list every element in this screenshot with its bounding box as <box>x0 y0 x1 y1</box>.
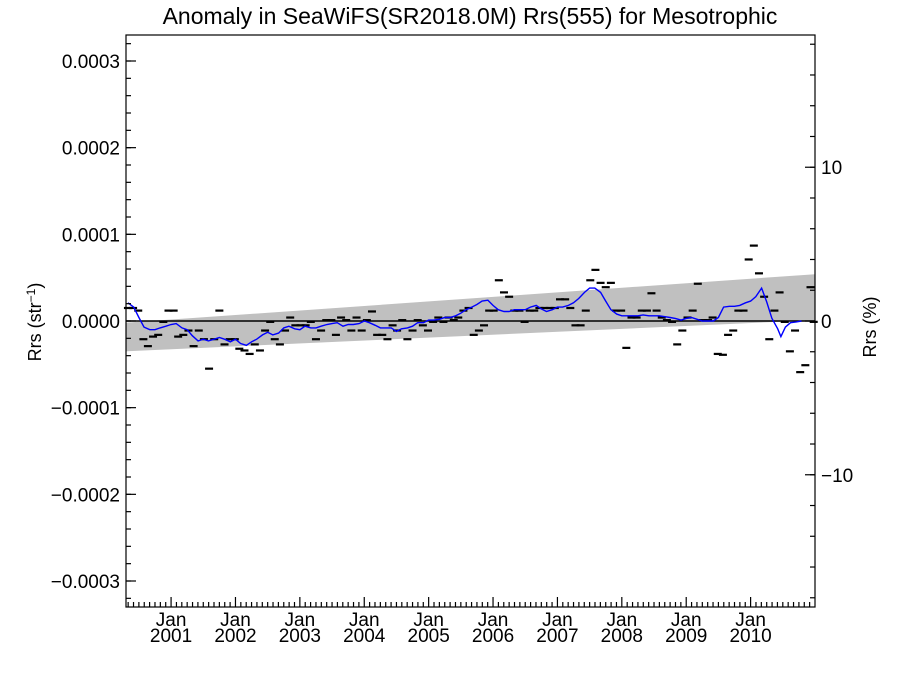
right-y-tick-label: 0 <box>821 312 832 333</box>
left-y-tick-label: 0.0001 <box>62 225 120 246</box>
right-y-tick-label: −10 <box>821 466 853 487</box>
x-tick-month-label: Jan <box>542 610 573 631</box>
x-tick-year-label: 2009 <box>665 626 707 647</box>
x-tick-year-label: 2008 <box>601 626 643 647</box>
x-tick-month-label: Jan <box>413 610 444 631</box>
plot-area <box>123 244 818 374</box>
confidence-band <box>126 274 815 352</box>
left-y-tick-label: −0.0002 <box>51 485 120 506</box>
x-tick-year-label: 2010 <box>729 626 771 647</box>
right-y-tick-label: 10 <box>821 158 842 179</box>
x-tick-year-label: 2007 <box>536 626 578 647</box>
left-y-axis: 0.0003 0.0002 0.0001 0.0000 −0.0001 −0.0002 −0… <box>51 43 136 599</box>
x-tick-month-label: Jan <box>285 610 316 631</box>
x-tick-year-label: 2006 <box>472 626 514 647</box>
right-y-axis-label: Rrs (%) <box>860 297 880 358</box>
left-y-tick-label: −0.0003 <box>51 572 120 593</box>
x-tick-year-label: 2005 <box>408 626 450 647</box>
x-tick-month-label: Jan <box>478 610 509 631</box>
x-tick-month-label: Jan <box>735 610 766 631</box>
x-tick-year-label: 2002 <box>214 626 256 647</box>
x-tick-month-label: Jan <box>349 610 380 631</box>
right-y-axis: 10 0 −10 <box>805 43 853 599</box>
monthly-anomaly-markers <box>123 244 818 374</box>
left-y-axis-label: Rrs (str−1) <box>24 283 45 362</box>
smoothed-anomaly-line <box>127 286 802 347</box>
x-tick-month-label: Jan <box>607 610 638 631</box>
left-y-tick-label: 0.0000 <box>62 312 120 333</box>
left-y-tick-label: −0.0001 <box>51 399 120 420</box>
x-tick-year-label: 2001 <box>150 626 192 647</box>
left-y-tick-label: 0.0002 <box>62 139 120 160</box>
left-y-tick-label: 0.0003 <box>62 52 120 73</box>
x-tick-year-label: 2004 <box>343 626 386 647</box>
x-tick-month-label: Jan <box>156 610 187 631</box>
x-tick-month-label: Jan <box>220 610 251 631</box>
x-axis: Jan2001Jan2002Jan2003Jan2004Jan2005Jan20… <box>127 597 811 647</box>
x-tick-month-label: Jan <box>671 610 702 631</box>
x-tick-year-label: 2003 <box>279 626 321 647</box>
chart-title: Anomaly in SeaWiFS(SR2018.0M) Rrs(555) f… <box>163 3 778 29</box>
